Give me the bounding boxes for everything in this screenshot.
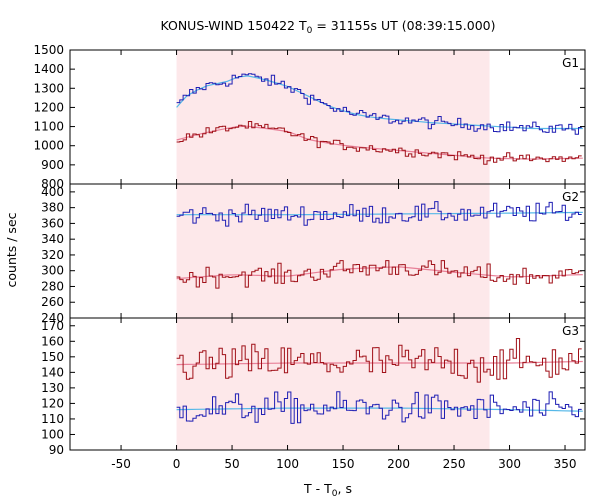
panel-G3-ytick-label-0: 90 — [49, 443, 64, 457]
panel-label-G3: G3 — [562, 324, 579, 338]
x-tick-label-7: 300 — [498, 457, 521, 471]
y-axis-label: counts / sec — [4, 212, 19, 287]
panel-G1-ytick-label-2: 1000 — [33, 139, 64, 153]
panel-G3-series-1 — [176, 338, 582, 383]
panel-G3-ytick-label-4: 130 — [41, 381, 64, 395]
x-axis-label: T - T0, s — [303, 481, 352, 499]
panel-G1-ytick-label-0: 800 — [41, 177, 64, 191]
panel-G2-ytick-label-4: 320 — [41, 248, 64, 262]
panel-label-G1: G1 — [562, 56, 579, 70]
panel-G2-ytick-label-5: 340 — [41, 232, 64, 246]
panel-G3-fit-1 — [176, 360, 583, 366]
panel-G2-ytick-label-7: 380 — [41, 201, 64, 215]
plot-layer: 800900100011001200130014001500G124026028… — [33, 43, 586, 471]
panel-G2-ytick-label-6: 360 — [41, 216, 64, 230]
panel-G1-series-0 — [176, 73, 582, 135]
panel-G2-series-1 — [176, 260, 582, 289]
panel-G3-frame — [69, 317, 586, 451]
panel-G3-ytick-label-2: 110 — [41, 412, 64, 426]
panel-G1-ytick-label-1: 900 — [41, 158, 64, 172]
x-tick-label-8: 350 — [554, 457, 577, 471]
panel-G2-series-0 — [176, 201, 582, 227]
panel-G2-fit-0 — [176, 211, 583, 216]
panel-G3-ytick-label-8: 170 — [41, 319, 64, 333]
x-tick-label-1: 0 — [173, 457, 181, 471]
panel-G2-ytick-label-3: 300 — [41, 264, 64, 278]
panel-G1-ytick-label-3: 1100 — [33, 120, 64, 134]
panel-G3-ytick-label-5: 140 — [41, 365, 64, 379]
panel-G1-ytick-label-5: 1300 — [33, 81, 64, 95]
panel-G2-ytick-label-1: 260 — [41, 295, 64, 309]
panel-G2-ytick-label-8: 400 — [41, 185, 64, 199]
panel-G3-ytick-label-3: 120 — [41, 396, 64, 410]
panel-G1-ytick-label-6: 1400 — [33, 62, 64, 76]
panel-G3-series-0 — [176, 391, 582, 424]
panel-G3-ytick-label-6: 150 — [41, 350, 64, 364]
x-tick-label-3: 100 — [276, 457, 299, 471]
x-tick-label-6: 250 — [443, 457, 466, 471]
panel-G2-fit-1 — [176, 266, 583, 280]
panel-G1-series-1 — [176, 121, 582, 165]
panel-G2-ytick-label-0: 240 — [41, 311, 64, 325]
x-tick-label-0: -50 — [111, 457, 131, 471]
panel-G3-ytick-label-1: 100 — [41, 427, 64, 441]
chart-title: KONUS-WIND 150422 T0 = 31155s UT (08:39:… — [160, 18, 495, 36]
panel-G1-ytick-label-4: 1200 — [33, 100, 64, 114]
shaded-interval — [176, 50, 490, 450]
panel-G2-ytick-label-2: 280 — [41, 279, 64, 293]
panel-label-G2: G2 — [562, 190, 579, 204]
x-tick-label-2: 50 — [224, 457, 239, 471]
panel-G3-ytick-label-7: 160 — [41, 334, 64, 348]
panel-G1-ytick-label-7: 1500 — [33, 43, 64, 57]
x-tick-label-5: 200 — [387, 457, 410, 471]
x-tick-label-4: 150 — [332, 457, 355, 471]
